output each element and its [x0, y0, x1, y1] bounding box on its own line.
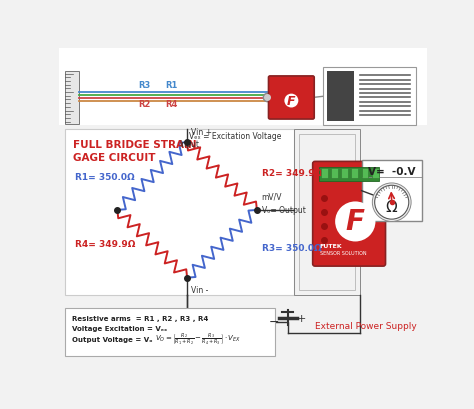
Bar [319, 167, 379, 181]
Text: FULL BRIDGE STRAIN
GAGE CIRCUIT: FULL BRIDGE STRAIN GAGE CIRCUIT [73, 140, 197, 163]
Bar [331, 169, 338, 179]
Bar [65, 130, 294, 295]
Text: F: F [346, 208, 365, 236]
Bar [327, 72, 354, 122]
Bar [59, 295, 427, 364]
Text: Output Voltage = Vₒ: Output Voltage = Vₒ [72, 336, 152, 342]
Text: Vin -: Vin - [191, 285, 209, 294]
Text: $V_O = \left[\frac{R_2}{R_1+R_2} - \frac{R_3}{R_4+R_3}\right] \cdot V_{EX}$: $V_O = \left[\frac{R_2}{R_1+R_2} - \frac… [155, 330, 240, 346]
FancyBboxPatch shape [313, 162, 385, 266]
Bar [65, 72, 80, 124]
Circle shape [373, 184, 411, 222]
Text: Vₑₓ = Excitation Voltage: Vₑₓ = Excitation Voltage [190, 132, 282, 141]
Bar [321, 169, 328, 179]
Text: FUTEK: FUTEK [319, 243, 342, 248]
Text: R1: R1 [165, 81, 178, 90]
Bar [351, 169, 358, 179]
Text: Input: Input [180, 140, 200, 149]
Text: Vₒ= Output: Vₒ= Output [262, 206, 305, 215]
Bar [299, 134, 356, 290]
Text: R3= 350.0Ω: R3= 350.0Ω [262, 243, 321, 252]
Text: F: F [287, 95, 296, 108]
Text: R1= 350.0Ω: R1= 350.0Ω [75, 172, 134, 181]
Bar [372, 169, 379, 179]
Text: R4= 349.9Ω: R4= 349.9Ω [75, 240, 135, 249]
Text: Resistive arms  = R1 , R2 , R3 , R4: Resistive arms = R1 , R2 , R3 , R4 [72, 315, 208, 321]
Text: +: + [297, 313, 307, 323]
Text: Ω: Ω [386, 199, 398, 214]
Text: R2= 349.9Ω: R2= 349.9Ω [262, 168, 322, 177]
Text: SENSOR SOLUTION: SENSOR SOLUTION [319, 250, 366, 255]
Text: Vin +: Vin + [191, 128, 212, 137]
Bar [323, 68, 416, 126]
FancyBboxPatch shape [268, 77, 314, 120]
Bar [294, 130, 360, 295]
Text: R4: R4 [165, 100, 178, 109]
Text: V=  -0.V: V= -0.V [368, 166, 416, 176]
Text: R2: R2 [138, 100, 151, 109]
Text: External Power Supply: External Power Supply [315, 321, 417, 330]
Bar [59, 49, 427, 126]
Circle shape [374, 186, 409, 220]
Text: Voltage Excitation = Vₑₓ: Voltage Excitation = Vₑₓ [72, 326, 167, 332]
Bar [59, 126, 427, 303]
Text: −: − [269, 315, 279, 328]
Bar [341, 169, 348, 179]
Bar [65, 309, 275, 356]
Text: mV/V: mV/V [262, 192, 282, 201]
Bar [362, 169, 368, 179]
Circle shape [335, 202, 375, 242]
Text: R3: R3 [138, 81, 151, 90]
Circle shape [284, 94, 298, 108]
Bar [362, 160, 422, 222]
